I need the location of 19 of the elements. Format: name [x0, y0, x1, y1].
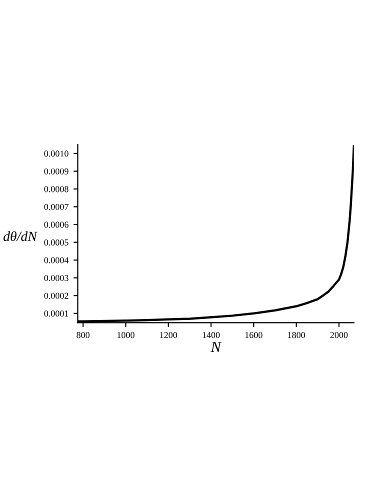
y-tick-label: 0.0006 — [44, 222, 68, 228]
y-tick-label: 0.0009 — [44, 168, 68, 174]
x-axis-title: N — [210, 342, 222, 352]
x-tick-label: 1600 — [245, 332, 262, 338]
y-tick-label: 0.0002 — [44, 292, 68, 299]
x-tick-label: 1400 — [202, 332, 220, 338]
y-axis-title: dθ/dN — [3, 231, 38, 242]
y-tick-label: 0.0007 — [44, 204, 68, 210]
x-tick-label: 800 — [76, 332, 90, 338]
x-tick-label: 2000 — [330, 332, 348, 338]
x-tick-label: 1200 — [160, 332, 178, 338]
y-tick-label: 0.0001 — [44, 310, 68, 317]
y-tick-label: 0.0008 — [44, 186, 68, 192]
x-tick-label: 1000 — [117, 332, 134, 338]
y-tick-label: 0.0010 — [44, 150, 68, 157]
x-tick-label: 1800 — [288, 332, 305, 338]
y-tick-label: 0.0005 — [44, 239, 68, 246]
y-tick-label: 0.0003 — [44, 274, 68, 282]
y-tick-label: 0.0004 — [44, 257, 69, 264]
